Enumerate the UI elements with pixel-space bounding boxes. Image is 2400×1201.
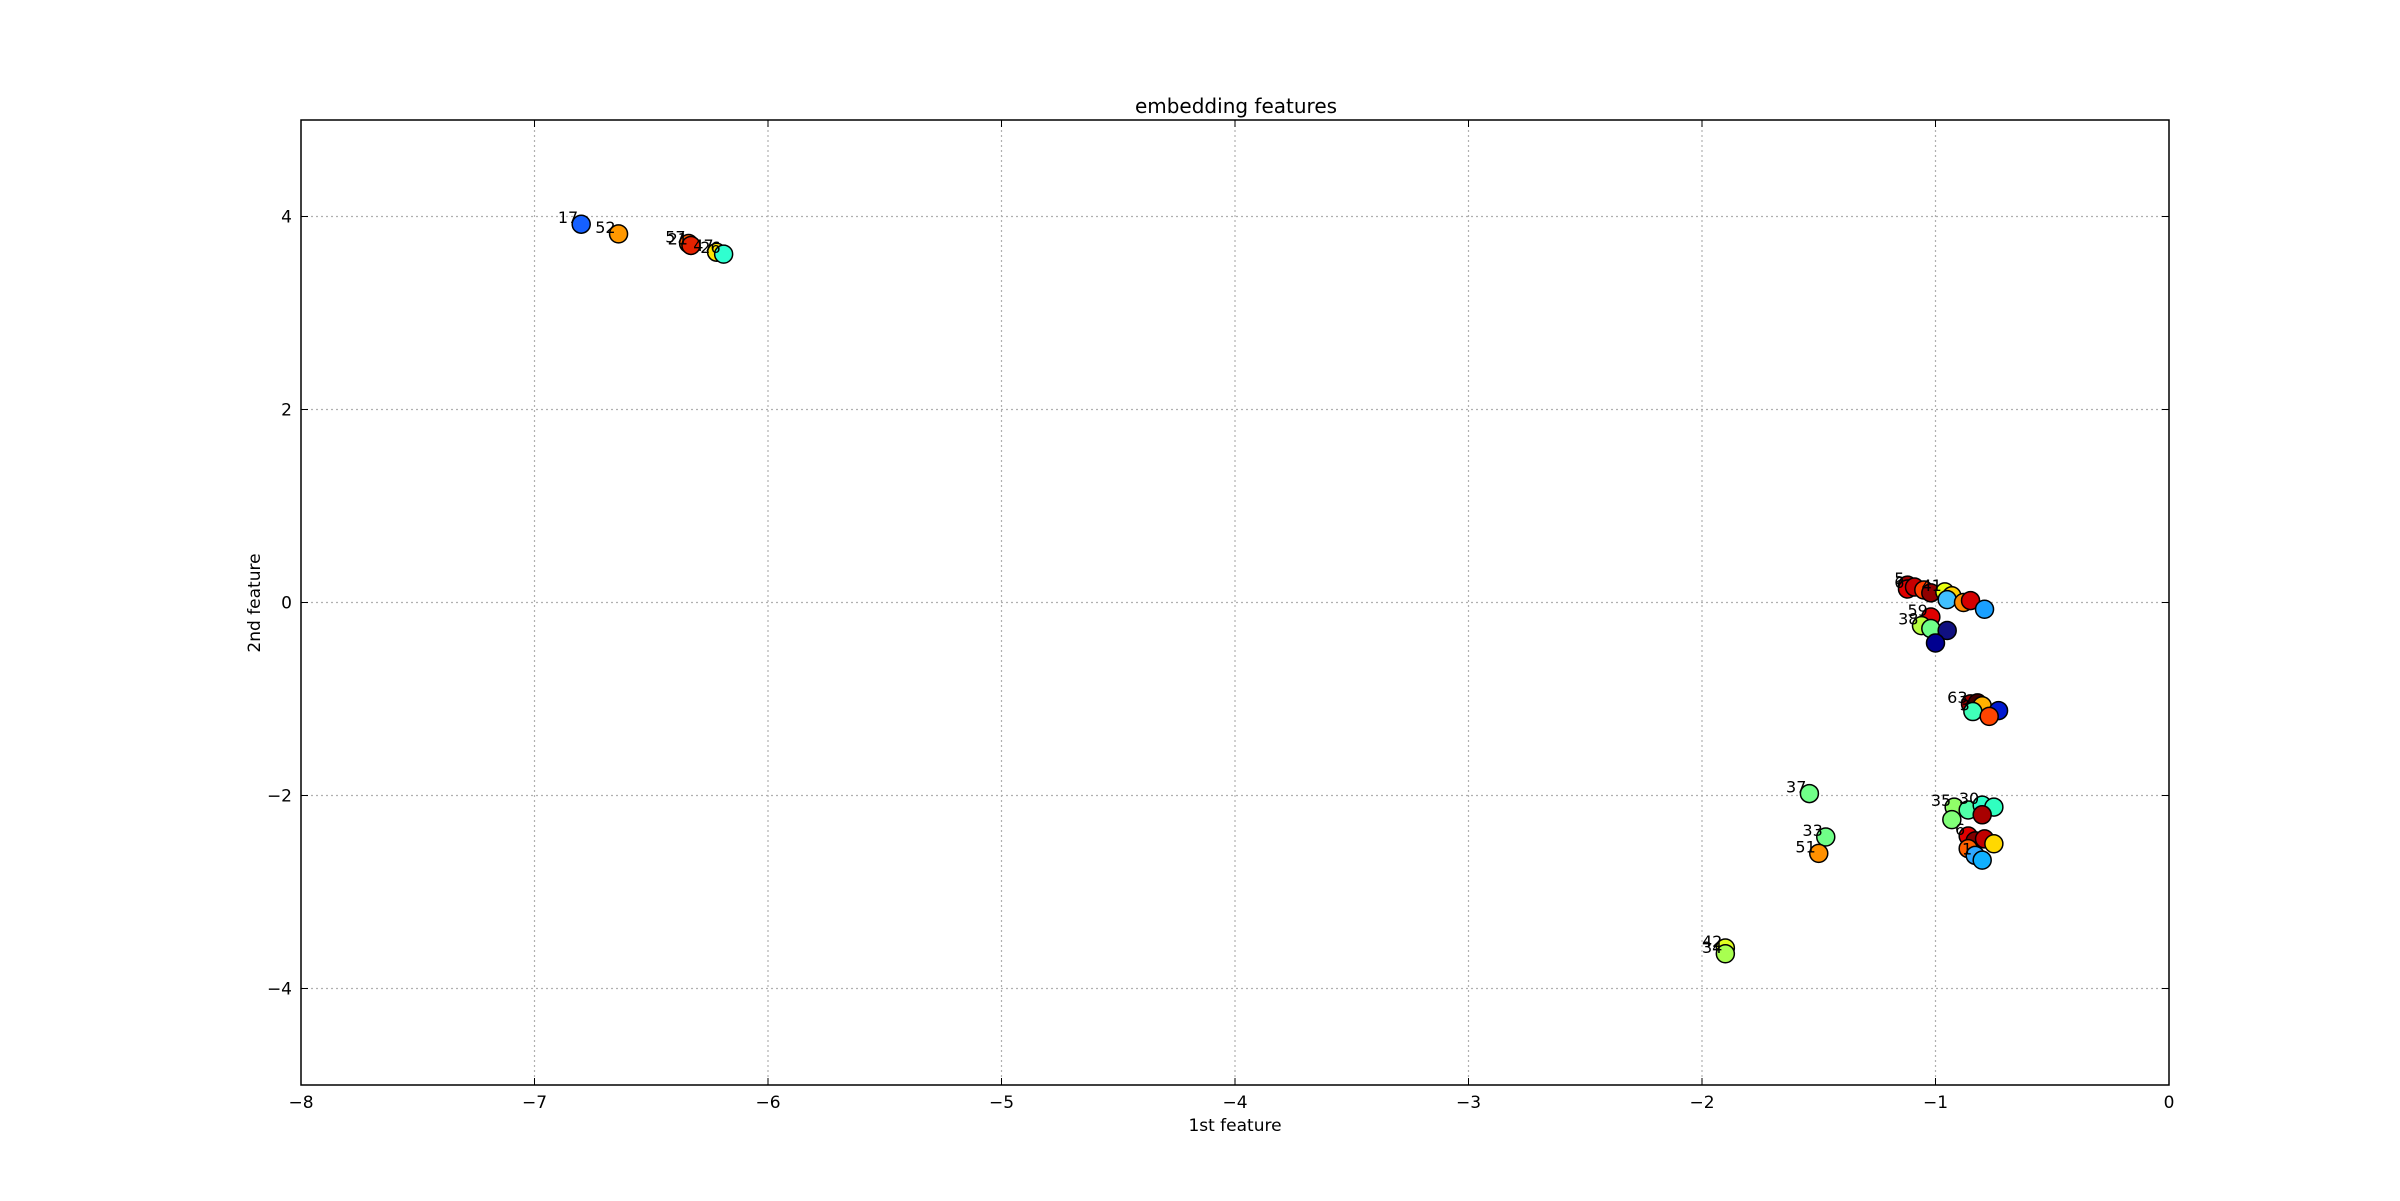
x-tick-label: −5	[989, 1093, 1014, 1113]
data-point-label: 38	[1898, 610, 1918, 629]
x-tick-label: −8	[288, 1093, 313, 1113]
data-point-label: 6	[1894, 573, 1904, 592]
data-point	[713, 244, 734, 264]
data-point	[1972, 805, 1992, 825]
data-point-label: 37	[1786, 778, 1806, 797]
data-point	[1809, 843, 1829, 864]
x-tick-label: −7	[522, 1093, 547, 1113]
y-tick-label: 0	[281, 594, 292, 614]
y-tick-label: −2	[267, 787, 292, 807]
y-axis-label: 2nd feature	[245, 553, 265, 652]
data-points	[571, 214, 2009, 964]
data-point	[1972, 850, 1992, 870]
data-point-label: 59	[1907, 601, 1927, 620]
data-point-label: 42	[1702, 932, 1722, 951]
data-point-label: 63	[1947, 688, 1967, 707]
data-point	[1715, 944, 1736, 964]
x-tick-label: 0	[2164, 1093, 2175, 1113]
y-tick-label: 4	[281, 208, 292, 228]
data-point-label: 52	[595, 218, 615, 237]
y-tick-label: 2	[281, 401, 292, 421]
y-tick-label: −4	[267, 980, 292, 1000]
x-tick-label: −1	[1923, 1093, 1948, 1113]
data-point-label: 34	[1702, 938, 1722, 957]
data-point-label: 35	[1931, 791, 1951, 810]
data-point-label: 26	[700, 238, 720, 257]
data-point	[1974, 599, 1995, 620]
data-point-label: 5	[1894, 569, 1904, 588]
data-point	[1979, 706, 1999, 727]
x-tick-label: −4	[1222, 1093, 1247, 1113]
data-point	[608, 224, 629, 244]
data-point	[1925, 633, 1946, 653]
data-point-label: 51	[1795, 837, 1815, 856]
grid-lines	[301, 120, 2169, 1085]
data-point-label: 33	[1802, 821, 1822, 840]
data-point	[1960, 590, 1981, 611]
data-point	[681, 235, 701, 256]
data-point	[1937, 620, 1957, 641]
data-point	[1799, 783, 1820, 804]
data-point	[1984, 834, 2004, 854]
data-point-label: 1	[1962, 839, 1972, 858]
x-tick-label: −3	[1456, 1093, 1481, 1113]
chart-title: embedding features	[1135, 94, 1337, 118]
data-point	[1816, 827, 1836, 847]
data-point-label: 47	[693, 236, 713, 255]
x-tick-label: −2	[1689, 1093, 1714, 1113]
data-point-label: 30	[1959, 789, 1979, 808]
x-axis-label: 1st feature	[1188, 1116, 1281, 1136]
data-point-label: 21	[668, 229, 688, 248]
data-point	[571, 214, 591, 234]
data-point-label: 17	[558, 208, 578, 227]
data-point-label: 3	[1960, 696, 1970, 715]
data-point-label: 57	[665, 228, 685, 247]
data-point-label: 6	[1955, 820, 1965, 839]
data-point-label: 41	[1921, 576, 1941, 595]
x-tick-label: −6	[755, 1093, 780, 1113]
data-point	[1942, 809, 1962, 830]
axis-ticks: −8 −7 −6 −5 −4 −3 −2 −1 0 −4 −2 0 2 4	[267, 120, 2174, 1113]
